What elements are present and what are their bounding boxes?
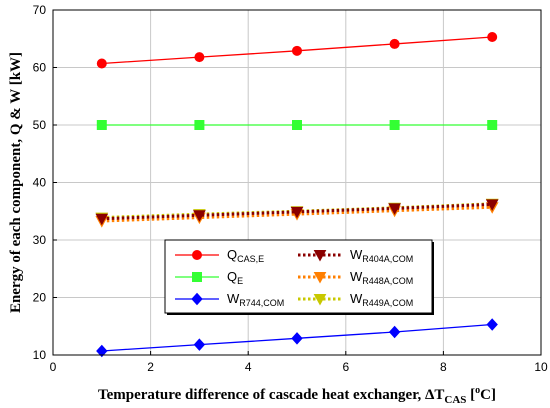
x-tick-label: 2 [147,360,154,374]
legend-label: WR744,COM [227,291,284,308]
y-ticks: 10 20 30 40 50 60 70 [33,3,57,362]
y-tick-label: 20 [33,291,47,305]
x-tick-label: 6 [342,360,349,374]
data-point [486,318,498,331]
legend-item: QE [175,269,243,286]
y-tick-label: 30 [33,233,47,247]
data-point [292,120,302,130]
y-tick-label: 70 [33,3,47,17]
x-axis-title-main: Temperature difference of cascade heat e… [98,387,444,403]
legend-label: QCAS,E [227,247,264,264]
y-tick-label: 50 [33,118,47,132]
y-tick-label: 10 [33,348,47,362]
legend-item: WR448A,COM [298,269,413,286]
data-point [96,344,108,358]
data-point [388,325,401,339]
series-r744-com [96,318,498,358]
x-tick-label: 10 [534,360,548,374]
x-axis-title: Temperature difference of cascade heat e… [98,385,496,406]
data-point [193,210,206,222]
legend: QCAS,E QE WR744,COM WR404A,COM WR448A,COM WR4… [164,239,434,315]
data-point [290,206,304,219]
data-point [95,213,109,226]
legend-label: WR448A,COM [350,269,413,286]
series-layer [95,32,499,358]
series-r404a-com [95,199,499,226]
x-tick-label: 4 [245,360,252,374]
y-tick-label: 60 [33,61,47,75]
series-cas-e [96,32,498,69]
data-point [194,52,205,63]
legend-marker [192,250,202,260]
legend-marker [313,250,327,262]
x-axis-title-sup: o [475,385,480,396]
legend-label: WR449A,COM [350,291,413,308]
x-tick-label: 0 [50,360,57,374]
data-point [388,203,401,215]
legend-item: WR744,COM [175,291,284,308]
x-ticks: 0 2 4 6 8 10 [50,351,548,374]
legend-label: QE [227,269,243,286]
data-point [291,332,303,345]
series-e [96,120,498,130]
data-point [487,32,498,43]
legend-marker [313,272,327,284]
y-axis-title: Energy of each component, Q & W [kW] [8,52,24,313]
data-point [389,38,400,49]
data-point [485,199,499,211]
data-point [96,120,107,130]
data-point [292,45,302,56]
x-axis-title-unit-post: C] [480,387,496,403]
legend-marker [192,272,202,282]
legend-marker [191,292,203,306]
legend-item: WR449A,COM [298,291,413,308]
data-point [96,58,107,69]
legend-marker [313,294,327,306]
data-point [389,120,400,130]
legend-item: WR404A,COM [298,247,413,264]
legend-item: QCAS,E [175,247,264,264]
data-point [194,120,205,130]
legend-label: WR404A,COM [350,247,413,264]
x-axis-title-sub: CAS [444,394,466,406]
data-point [193,338,206,351]
data-point [487,120,498,130]
y-tick-label: 40 [33,176,47,190]
x-axis-title-unit-pre: [ [466,387,475,403]
x-tick-label: 8 [440,360,447,374]
